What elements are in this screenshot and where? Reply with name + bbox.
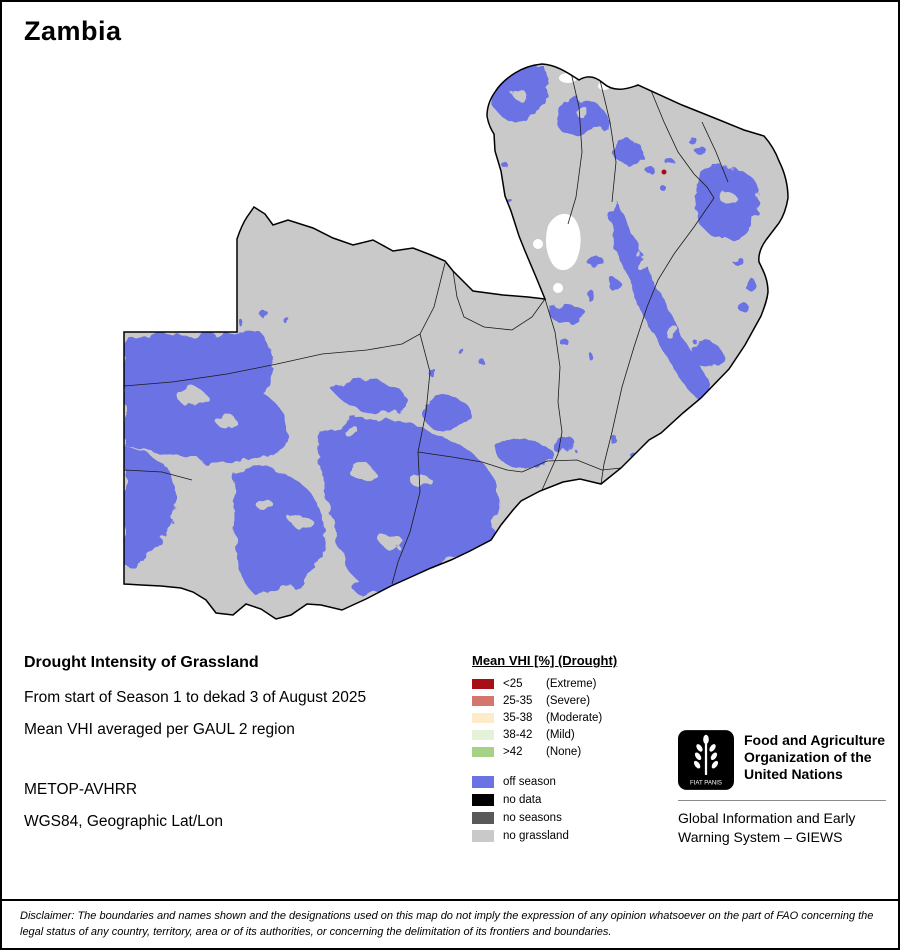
legend: Mean VHI [%] (Drought) <25 (Extreme) 25-… [472,653,682,845]
page-title: Zambia [24,16,122,46]
zambia-map [123,63,789,620]
info-block: Drought Intensity of Grassland From star… [24,654,454,845]
aggregation-line: Mean VHI averaged per GAUL 2 region [24,721,295,738]
fao-motto: FIAT PANIS [690,780,722,786]
legend-swatch-moderate [472,712,494,723]
sensor-line: METOP-AVHRR [24,781,138,798]
legend-row-moderate: 35-38 (Moderate) [472,709,682,726]
legend-swatch-none [472,746,494,757]
fao-footer: FIAT PANIS Food and Agriculture Organiza… [678,730,886,847]
fao-logo-icon: FIAT PANIS [678,730,734,790]
extreme-drought-spot [661,169,667,175]
legend-swatch-severe [472,695,494,706]
period-line: From start of Season 1 to dekad 3 of Aug… [24,689,367,706]
country-outline [123,63,789,620]
off-season-patches [124,66,762,596]
legend-row-extreme: <25 (Extreme) [472,675,682,692]
fao-name: Food and Agriculture Organization of the… [744,732,886,782]
legend-row-severe: 25-35 (Severe) [472,692,682,709]
giews-label: Global Information and Early Warning Sys… [678,810,856,845]
legend-row-none: >42 (None) [472,743,682,760]
legend-swatch-mild [472,729,494,740]
legend-swatch-no-grassland [472,830,494,842]
legend-swatch-off-season [472,776,494,788]
legend-row-off-season: off season [472,773,682,791]
legend-row-no-data: no data [472,791,682,809]
legend-swatch-extreme [472,678,494,689]
map-subject-heading: Drought Intensity of Grassland [24,654,259,671]
legend-swatch-no-seasons [472,812,494,824]
legend-title: Mean VHI [%] (Drought) [472,653,618,668]
legend-row-mild: 38-42 (Mild) [472,726,682,743]
projection-line: WGS84, Geographic Lat/Lon [24,813,224,830]
footer-divider [678,800,886,801]
legend-row-no-grassland: no grassland [472,827,682,845]
legend-swatch-no-data [472,794,494,806]
disclaimer: Disclaimer: The boundaries and names sho… [2,899,898,940]
admin-boundaries [124,67,729,585]
legend-row-no-seasons: no seasons [472,809,682,827]
